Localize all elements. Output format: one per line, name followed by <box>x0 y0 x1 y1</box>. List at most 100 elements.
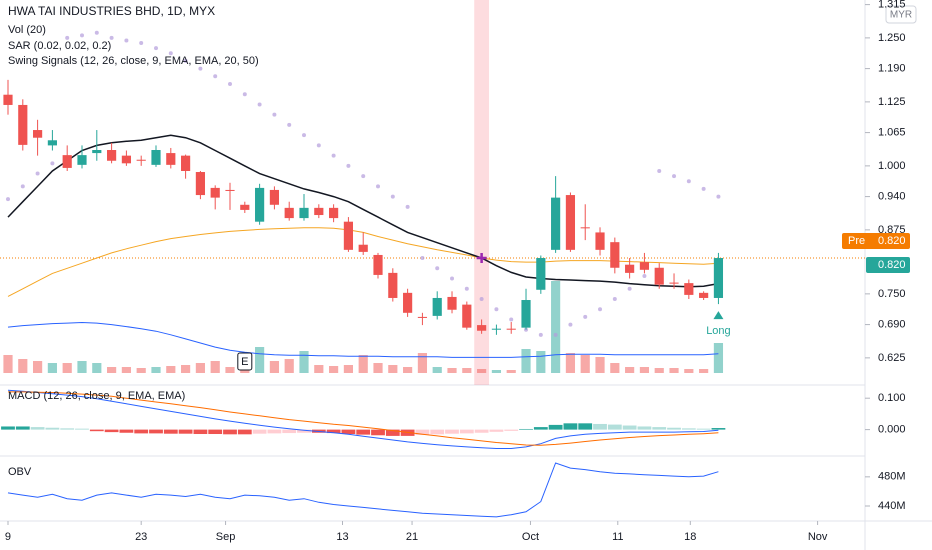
volume-bar <box>107 367 117 373</box>
volume-bar <box>18 359 28 373</box>
macd-hist-bar <box>356 429 371 435</box>
candle-body <box>521 300 531 328</box>
candle-body <box>47 140 57 146</box>
y-tick-label: 1.000 <box>878 160 906 172</box>
sar-dot <box>109 35 114 40</box>
candle-body <box>92 150 102 154</box>
macd-hist-bar <box>30 427 45 430</box>
y-tick-label: 0.625 <box>878 352 906 364</box>
volume-bar <box>639 367 650 373</box>
candle-body <box>373 254 383 275</box>
macd-line <box>7 389 719 449</box>
currency-box[interactable] <box>885 5 917 24</box>
sar-dot <box>124 38 129 43</box>
y-tick-label: 0.100 <box>878 392 906 404</box>
volume-bar <box>269 361 279 373</box>
sar-dot <box>198 66 203 71</box>
macd-title: MACD (12, 26, close, 9, EMA, EMA) <box>8 390 185 402</box>
volume-bar <box>654 368 664 373</box>
candle-body <box>447 296 457 310</box>
sar-dot <box>435 266 440 271</box>
sar-dot <box>65 35 70 40</box>
macd-hist-bar <box>104 429 119 433</box>
candle-body <box>699 292 709 298</box>
sar-dot <box>316 143 321 148</box>
volume-bar <box>210 361 220 373</box>
macd-hist-bar <box>652 427 667 430</box>
macd-hist-bar <box>371 429 385 436</box>
macd-hist-bar <box>667 427 681 430</box>
long-label: Long <box>706 325 730 337</box>
candle-body <box>536 258 546 290</box>
volume-bar <box>447 368 457 373</box>
candle-body <box>77 155 87 165</box>
sar-dot <box>494 307 499 312</box>
macd-hist-bar <box>89 429 104 432</box>
sar-dot <box>405 204 410 209</box>
macd-hist-bar <box>622 425 637 430</box>
sar-dot <box>50 161 55 166</box>
macd-hist-bar <box>415 429 430 435</box>
candle-body <box>551 197 561 250</box>
candle-body <box>432 297 442 316</box>
last-tag <box>866 257 910 274</box>
candle-body <box>477 325 487 331</box>
sar-dot <box>420 256 425 261</box>
volume-bar <box>580 355 590 373</box>
volume-bar <box>225 367 235 373</box>
candle-body <box>151 150 161 165</box>
signal-band <box>474 0 490 385</box>
sar-dot <box>479 296 484 301</box>
macd-hist-bar <box>267 429 282 434</box>
macd-hist-bar <box>696 428 711 430</box>
volume-bar <box>551 281 561 373</box>
sar-dot <box>302 133 307 138</box>
sar-dot <box>598 307 603 312</box>
volume-bar <box>610 363 620 373</box>
legend-item: SAR (0.02, 0.02, 0.2) <box>8 40 111 52</box>
sar-dot <box>612 296 617 301</box>
macd-hist-bar <box>607 424 622 430</box>
x-tick-label: Nov <box>808 531 828 543</box>
sar-dot <box>538 332 543 337</box>
volume-bar <box>181 365 191 373</box>
currency[interactable]: MYR <box>890 10 912 21</box>
candle-body <box>580 227 590 229</box>
sar-dot <box>168 51 173 56</box>
candle-body <box>255 187 265 222</box>
sar-dot <box>376 184 381 189</box>
earnings-box <box>237 352 253 371</box>
macd-hist-bar <box>563 423 578 430</box>
macd-hist-bar <box>282 429 297 434</box>
long-arrow <box>713 311 724 320</box>
macd-hist-bar <box>341 429 356 435</box>
sar-dot <box>79 33 84 38</box>
sar-dot <box>20 184 25 189</box>
candle-body <box>669 282 679 284</box>
candle-body <box>506 328 516 330</box>
volume-bar <box>47 363 57 373</box>
macd-hist-bar <box>252 429 267 434</box>
sar-dot <box>627 286 632 291</box>
volume-bar <box>684 369 694 373</box>
last-price: 0.820 <box>878 259 906 271</box>
volume-bar <box>3 355 13 373</box>
ema-fast-line <box>7 134 719 288</box>
cross-signal <box>476 253 487 264</box>
volume-bar <box>166 366 176 373</box>
volume-bar <box>403 367 413 373</box>
x-tick-label: 13 <box>336 531 348 543</box>
macd-hist-bar <box>297 429 311 433</box>
sar-dot <box>272 112 277 117</box>
candle-body <box>299 207 309 219</box>
y-tick-label: 1.065 <box>878 127 906 139</box>
candle-body <box>3 94 13 105</box>
candle-body <box>240 204 250 210</box>
volume-bar <box>625 367 635 373</box>
candle-body <box>358 244 368 252</box>
legend-item: Vol (20) <box>8 24 46 36</box>
ema-slow-line <box>7 227 719 297</box>
sar-dot <box>361 174 366 179</box>
sar-dot <box>242 92 247 97</box>
